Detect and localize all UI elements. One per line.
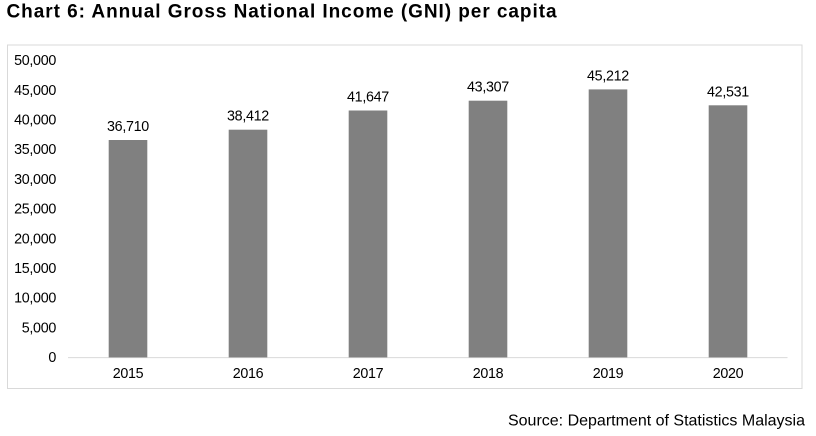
svg-text:2017: 2017	[353, 366, 384, 382]
svg-text:40,000: 40,000	[14, 113, 56, 129]
svg-text:42,531: 42,531	[707, 84, 749, 100]
svg-text:2016: 2016	[233, 366, 264, 382]
svg-text:25,000: 25,000	[14, 202, 56, 218]
svg-text:5,000: 5,000	[22, 320, 57, 336]
svg-text:15,000: 15,000	[14, 261, 56, 277]
svg-text:20,000: 20,000	[14, 231, 56, 247]
svg-text:Source: Department of Statisti: Source: Department of Statistics Malaysi…	[508, 413, 805, 430]
svg-text:35,000: 35,000	[14, 142, 56, 158]
svg-text:50,000: 50,000	[14, 53, 56, 69]
svg-text:2018: 2018	[473, 366, 504, 382]
svg-text:0: 0	[48, 350, 56, 366]
svg-text:45,212: 45,212	[587, 68, 629, 84]
svg-text:2020: 2020	[713, 366, 744, 382]
svg-text:36,710: 36,710	[107, 119, 149, 135]
svg-text:45,000: 45,000	[14, 83, 56, 99]
svg-text:41,647: 41,647	[347, 90, 389, 106]
svg-text:Chart 6: Annual Gross National: Chart 6: Annual Gross National Income (G…	[7, 2, 558, 23]
svg-text:2015: 2015	[113, 366, 144, 382]
svg-text:30,000: 30,000	[14, 172, 56, 188]
svg-text:43,307: 43,307	[467, 80, 509, 96]
svg-text:2019: 2019	[593, 366, 624, 382]
svg-text:10,000: 10,000	[14, 291, 56, 307]
svg-text:38,412: 38,412	[227, 109, 269, 125]
